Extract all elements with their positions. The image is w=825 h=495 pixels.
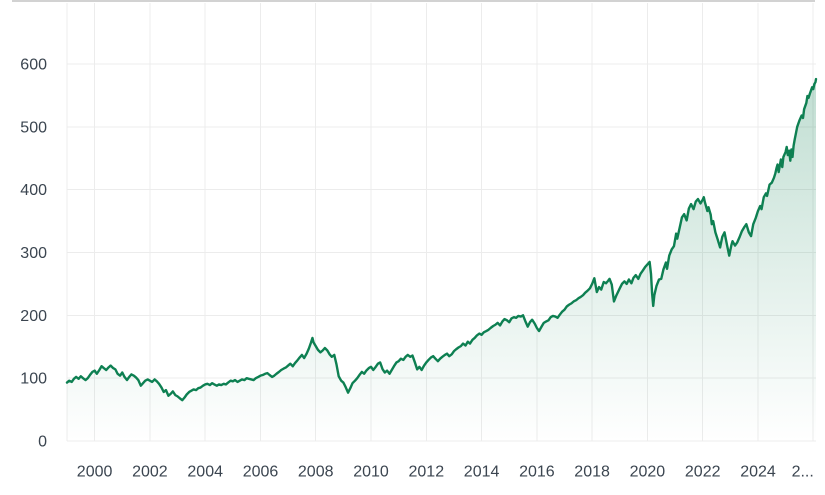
x-tick-label: 2014 [464, 464, 500, 481]
x-tick-label: 2... [792, 464, 814, 481]
y-tick-label: 400 [20, 182, 47, 199]
y-tick-label: 300 [20, 245, 47, 262]
y-axis-labels: 0 100 200 300 400 500 600 [20, 57, 47, 451]
panel-top-divider [12, 0, 815, 2]
x-tick-label: 2004 [187, 464, 223, 481]
y-tick-label: 200 [20, 308, 47, 325]
x-tick-label: 2010 [353, 464, 389, 481]
x-tick-label: 2008 [298, 464, 334, 481]
y-tick-label: 100 [20, 371, 47, 388]
x-tick-label: 2002 [132, 464, 168, 481]
x-axis-labels: 2000 2002 2004 2006 2008 2010 2012 2014 2016 2018… [77, 464, 814, 481]
y-tick-label: 500 [20, 119, 47, 136]
x-tick-label: 2000 [77, 464, 113, 481]
price-line [65, 77, 818, 402]
x-tick-label: 2024 [740, 464, 776, 481]
x-tick-label: 2016 [519, 464, 555, 481]
x-tick-label: 2012 [409, 464, 445, 481]
x-tick-label: 2020 [630, 464, 666, 481]
x-tick-label: 2018 [574, 464, 610, 481]
area-fill [67, 79, 816, 441]
y-tick-label: 600 [20, 57, 47, 74]
x-tick-label: 2006 [243, 464, 279, 481]
y-tick-label: 0 [38, 434, 47, 451]
x-tick-label: 2022 [685, 464, 721, 481]
